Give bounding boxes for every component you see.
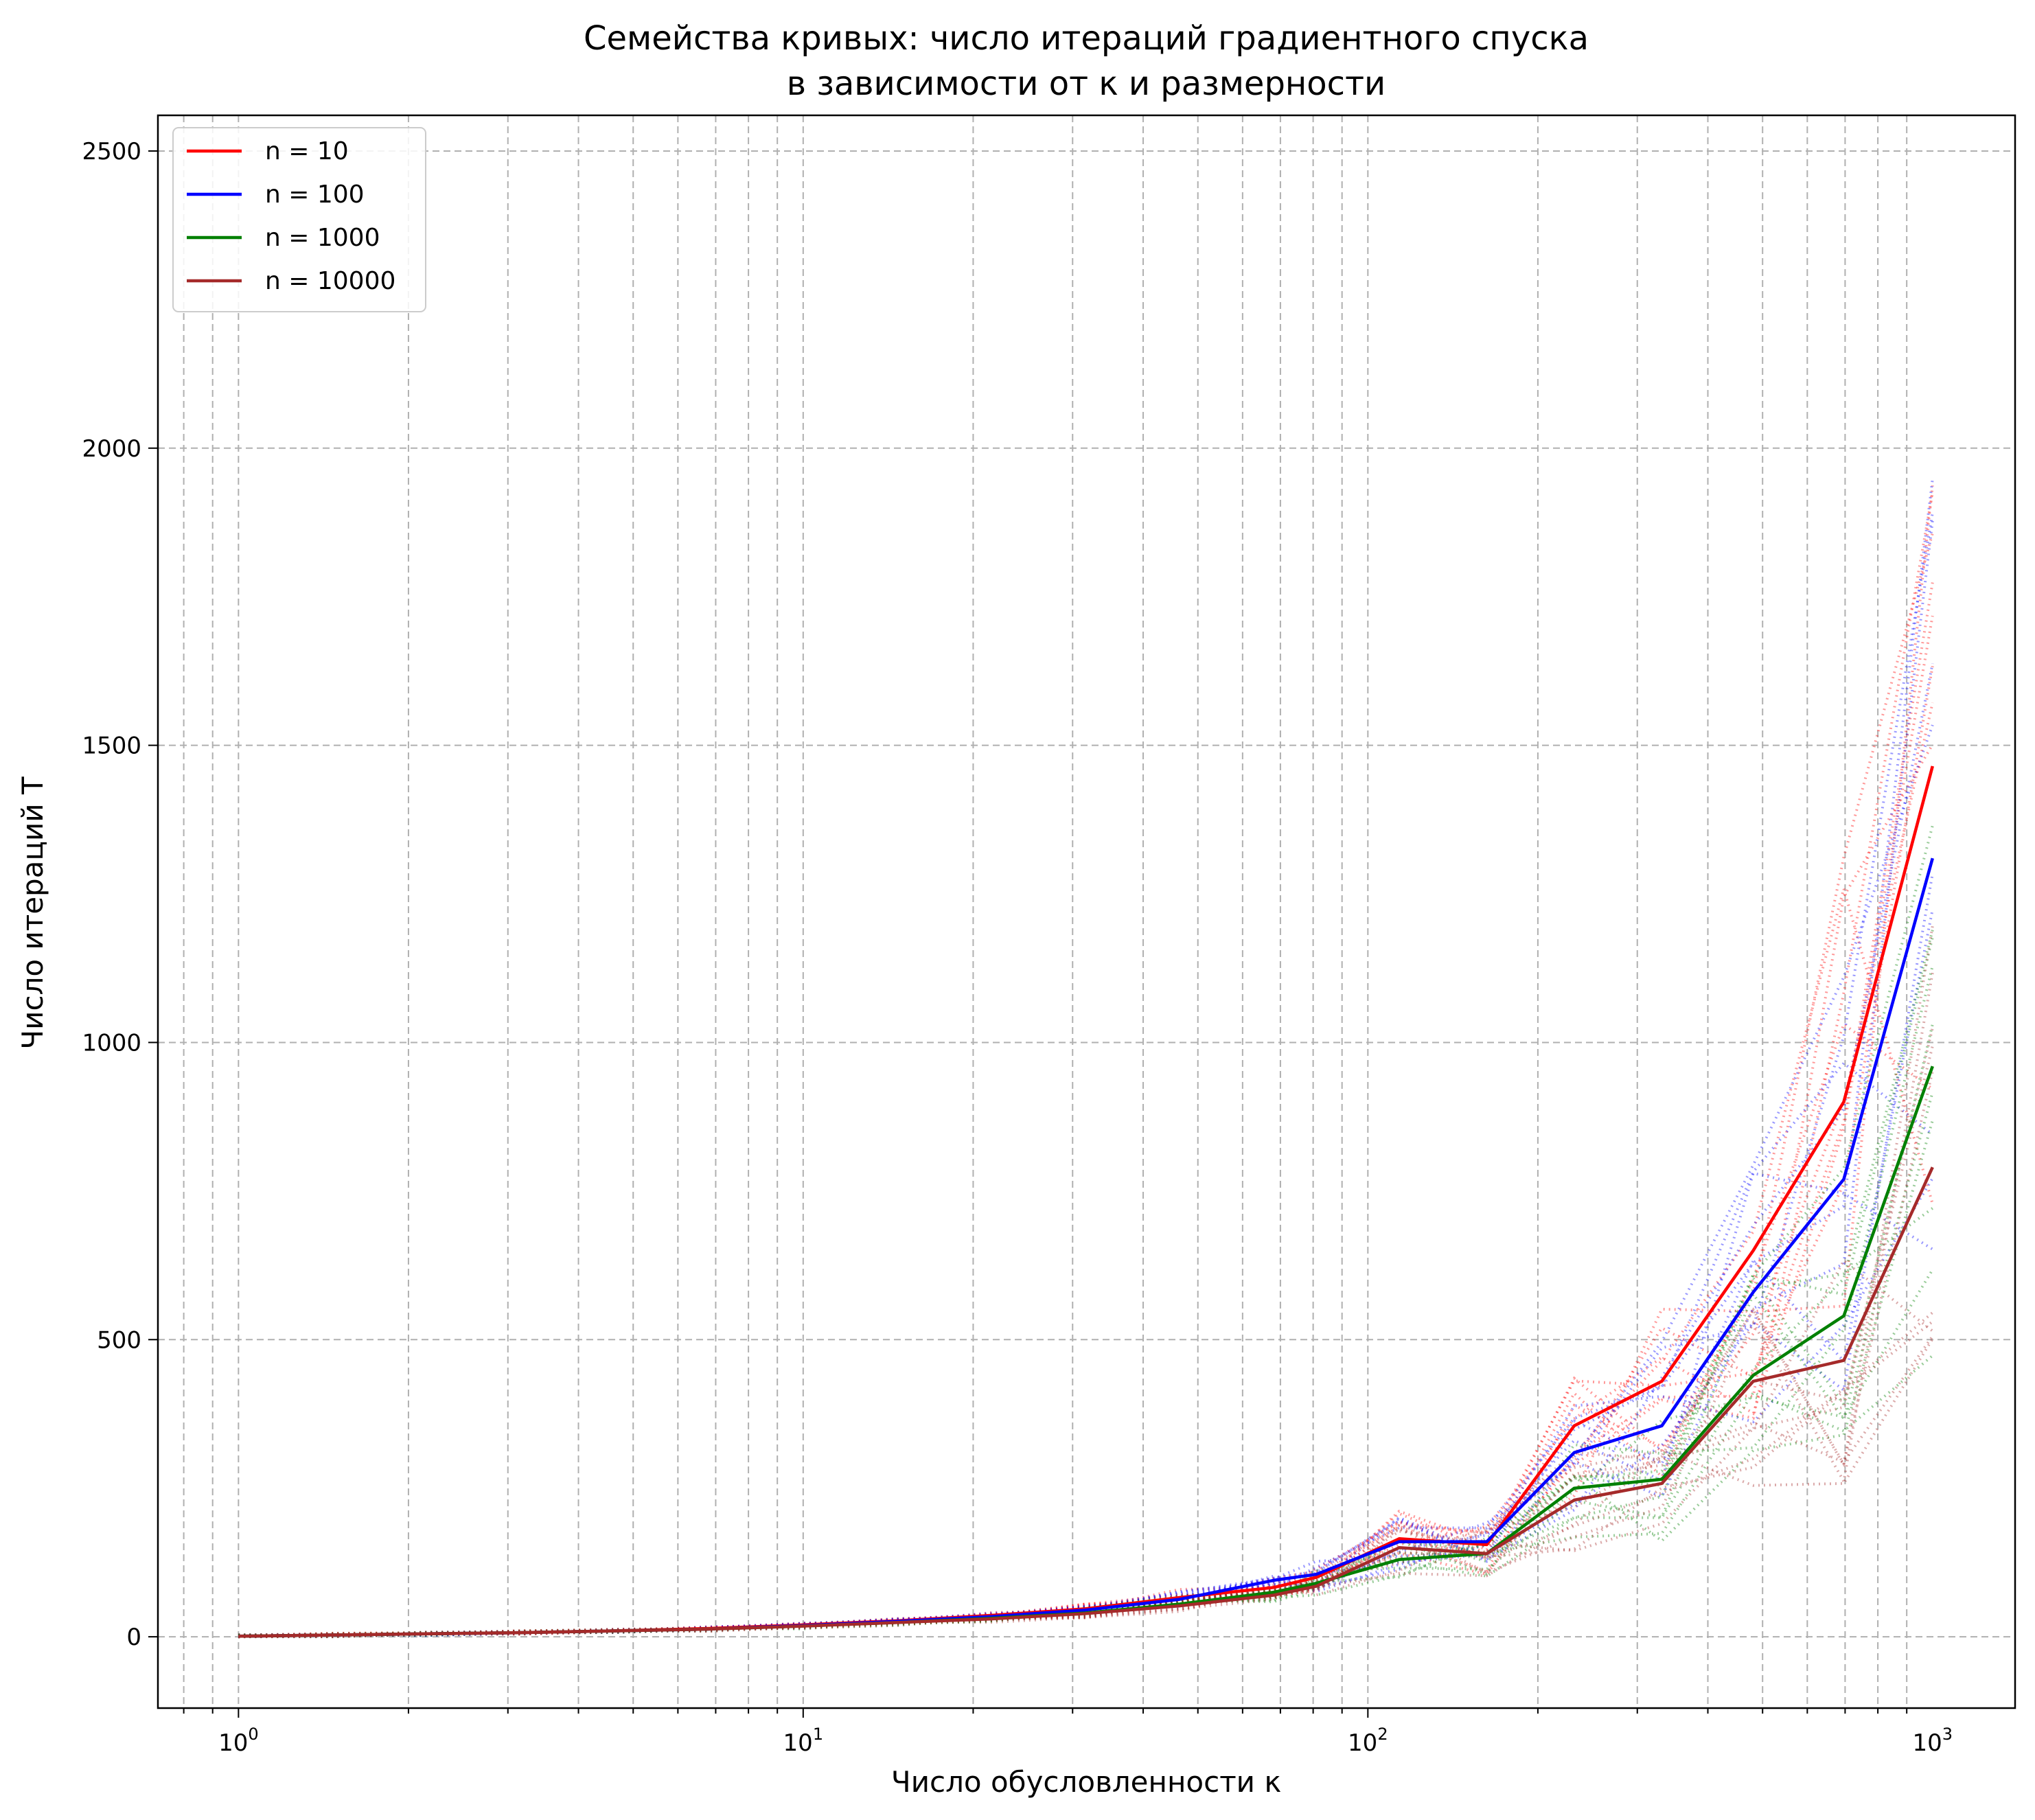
series-line xyxy=(238,857,1934,1638)
y-tick-label: 500 xyxy=(97,1326,141,1354)
legend-label: n = 100 xyxy=(265,181,365,209)
trial-curve xyxy=(238,532,1934,1639)
trial-curve xyxy=(238,512,1934,1639)
trial-curve xyxy=(238,1022,1933,1637)
legend: n = 10 n = 100 n = 1000 n = 10000 xyxy=(172,127,426,312)
trial-curve xyxy=(238,1269,1934,1637)
trial-curve xyxy=(238,1070,1934,1639)
trial-curve xyxy=(238,744,1934,1638)
x-tick-label: 101 xyxy=(783,1725,824,1757)
series-lines xyxy=(238,765,1934,1638)
trial-curve xyxy=(238,925,1934,1639)
grid xyxy=(158,115,2015,1708)
y-tick-label: 1500 xyxy=(82,733,141,760)
trial-curve xyxy=(238,1177,1934,1638)
legend-label: n = 10000 xyxy=(265,267,395,295)
trial-curve xyxy=(238,615,1934,1637)
trial-curve xyxy=(238,1027,1934,1639)
x-axis-label: Число обусловленности κ xyxy=(891,1765,1281,1799)
chart-subtitle: в зависимости от κ и размерности xyxy=(787,65,1386,103)
trial-curve xyxy=(238,1338,1934,1639)
trial-curve xyxy=(238,909,1934,1637)
y-tick-label: 2000 xyxy=(82,435,141,463)
chart-title: Семейства кривых: число итераций градиен… xyxy=(584,19,1589,58)
trial-curve xyxy=(238,520,1934,1637)
trial-curve xyxy=(238,1024,1934,1637)
trial-curve xyxy=(238,702,1934,1637)
trial-curve xyxy=(238,930,1934,1639)
legend-box xyxy=(172,127,426,312)
series-line xyxy=(238,1065,1934,1638)
trial-curve xyxy=(238,1046,1934,1639)
trial-curve xyxy=(238,965,1934,1637)
series-line xyxy=(238,1166,1934,1638)
y-tick-label: 1000 xyxy=(82,1029,141,1057)
x-tick-label: 103 xyxy=(1913,1725,1953,1757)
y-axis-label: Число итераций T xyxy=(16,776,49,1050)
trial-curve xyxy=(238,825,1934,1639)
trial-curve xyxy=(238,1335,1934,1639)
trial-curve xyxy=(238,972,1934,1639)
x-tick-label: 102 xyxy=(1348,1725,1388,1757)
trial-curve xyxy=(238,724,1934,1639)
legend-label: n = 1000 xyxy=(265,224,380,252)
trial-curve xyxy=(238,1311,1934,1639)
trial-curve xyxy=(238,1354,1934,1639)
trial-curve xyxy=(238,663,1934,1638)
trial-curve xyxy=(238,1092,1934,1639)
trial-curve xyxy=(238,665,1934,1639)
plot-frame xyxy=(157,114,2016,1709)
trial-curve xyxy=(238,873,1934,1639)
y-tick-label: 0 xyxy=(126,1624,141,1651)
trial-curve xyxy=(238,883,1934,1638)
axis-ticks: 0 500 1000 1500 2000 2500 100 101 102 103 xyxy=(82,138,1953,1757)
x-tick-label: 100 xyxy=(218,1725,259,1757)
trial-curve xyxy=(238,1120,1934,1637)
y-tick-label: 2500 xyxy=(82,138,141,165)
legend-label: n = 10 xyxy=(265,137,349,165)
